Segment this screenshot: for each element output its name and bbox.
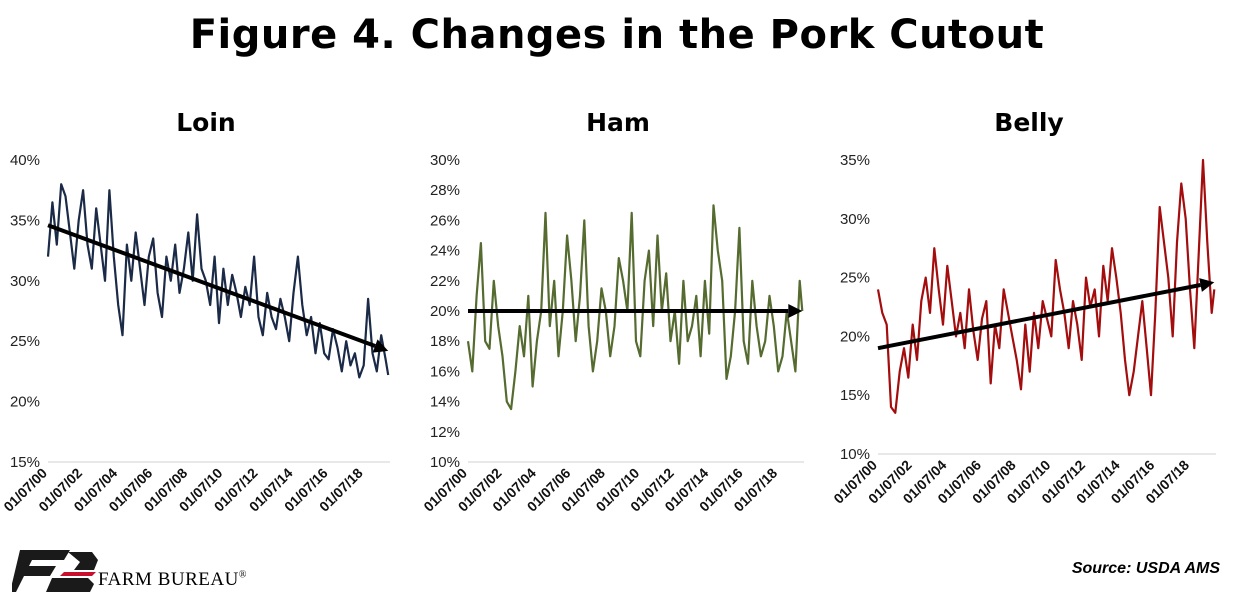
belly-chart: 10%15%20%25%30%35%01/07/0001/07/0201/07/… (830, 152, 1216, 507)
loin-y-tick-label: 40% (10, 152, 40, 169)
ham-y-tick-label: 24% (430, 243, 460, 260)
ham-y-tick-label: 18% (430, 333, 460, 350)
ham-y-tick-label: 22% (430, 273, 460, 290)
belly-trend-arrowhead (1199, 278, 1215, 292)
ham-y-tick-label: 12% (430, 424, 460, 441)
ham-series-line (466, 204, 804, 411)
loin-trend-line (47, 223, 376, 348)
ham-y-tick-label: 28% (430, 182, 460, 199)
loin-series-line (46, 183, 390, 379)
loin-y-tick-label: 15% (10, 454, 40, 471)
loin-chart: 15%20%25%30%35%40%01/07/0001/07/0201/07/… (0, 152, 390, 515)
ham-chart: 10%12%14%16%18%20%22%24%26%28%30%01/07/0… (420, 152, 804, 515)
ham-trend-arrowhead (788, 304, 803, 318)
source-note: Source: USDA AMS (1071, 560, 1220, 577)
ham-y-tick-label: 14% (430, 394, 460, 411)
loin-y-tick-label: 25% (10, 333, 40, 350)
loin-y-tick-label: 35% (10, 212, 40, 229)
loin-y-tick-label: 20% (10, 394, 40, 411)
ham-y-tick-label: 30% (430, 152, 460, 169)
belly-y-tick-label: 25% (840, 270, 870, 287)
belly-series-line (876, 158, 1216, 414)
ham-y-tick-label: 20% (430, 303, 460, 320)
registered-mark: ® (238, 569, 247, 581)
loin-chart-title: Loin (176, 108, 236, 137)
belly-y-tick-label: 35% (840, 152, 870, 169)
figure-title: Figure 4. Changes in the Pork Cutout (189, 12, 1045, 58)
farm-bureau-logo-text: FARM BUREAU® (98, 569, 247, 590)
loin-trend-arrowhead (372, 339, 389, 353)
loin-y-tick-label: 30% (10, 273, 40, 290)
belly-chart-panel: Belly 10% 15% 20% 25% 30% 35% 01/07/00 01/07/02… (824, 108, 1234, 538)
farm-bureau-logo-mark (12, 550, 98, 592)
ham-y-tick-label: 26% (430, 212, 460, 229)
loin-chart-panel: Loin 15% 20% 25% 30% 35% 40% 01/07/00 01/07/02 0… (0, 108, 412, 538)
ham-y-tick-label: 16% (430, 363, 460, 380)
belly-y-tick-label: 15% (840, 387, 870, 404)
belly-chart-title: Belly (994, 108, 1064, 137)
ham-chart-title: Ham (586, 108, 650, 137)
belly-y-tick-label: 20% (840, 328, 870, 345)
ham-y-tick-label: 10% (430, 454, 460, 471)
belly-y-tick-label: 30% (840, 211, 870, 228)
farm-bureau-logo (12, 550, 98, 592)
belly-y-tick-label: 10% (840, 446, 870, 463)
ham-chart-panel: Ham 10% 12% 14% 16% 18% 20% 22% 24% 26% 28% 30% 01/… (412, 108, 824, 538)
belly-trend-line (877, 283, 1201, 351)
